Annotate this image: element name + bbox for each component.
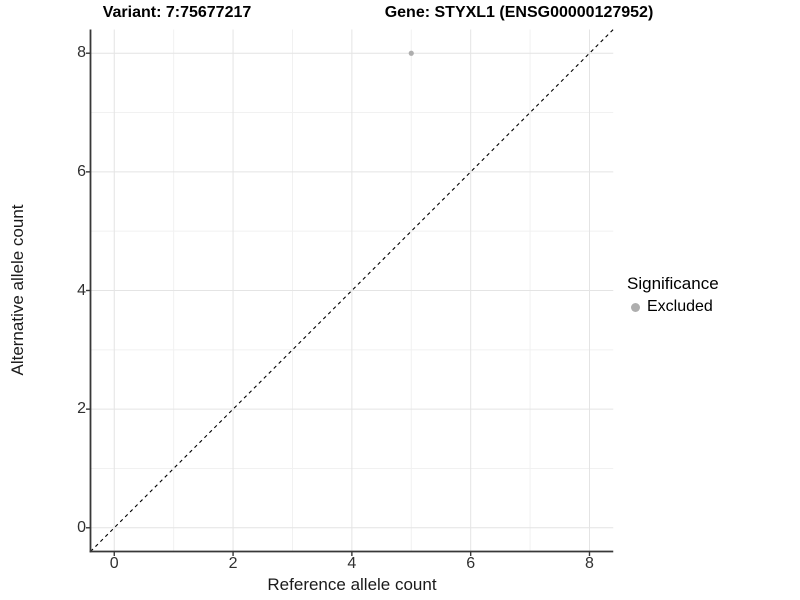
data-point [408,50,414,56]
legend-item-excluded: Excluded [627,298,719,316]
plot-title-variant: Variant: 7:75677217 [102,4,252,21]
y-tick-label: 0 [77,518,86,536]
y-axis-label: Alternative allele count [8,204,27,376]
y-tick-label: 8 [77,44,86,62]
x-axis-label: Reference allele count [267,575,437,594]
x-tick-label: 6 [466,555,476,572]
plot-title-gene: Gene: STYXL1 (ENSG00000127952) [384,4,654,21]
x-tick-label: 8 [585,555,594,572]
y-tick-label: 6 [77,162,86,180]
x-tick-label: 2 [228,555,238,572]
legend-title: Significance [627,274,719,293]
x-tick-label: 4 [347,555,357,572]
legend-point-icon [631,302,640,312]
y-tick-label: 2 [77,400,86,418]
x-tick-label: 0 [109,555,119,572]
y-tick-label: 4 [77,281,86,299]
legend: Significance Excluded [627,274,719,316]
legend-item-label: Excluded [647,298,713,315]
